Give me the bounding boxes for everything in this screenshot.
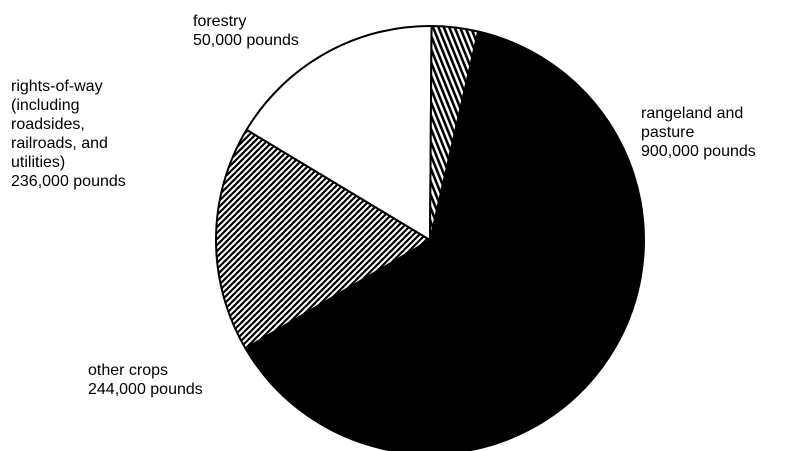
slice-label-line: rights-of-way [11,78,103,95]
slice-value-text: 236,000 pounds [11,173,126,190]
slice-label-forestry: forestry 50,000 pounds [193,12,299,50]
slice-label-line: pasture [641,124,695,141]
slice-label-line: other crops [88,362,169,379]
slice-value-text: 244,000 pounds [88,381,203,398]
pie-slice-1 [215,128,431,350]
slice-label-line: roadsides, [11,116,85,133]
slice-label-line: (including [11,97,80,114]
slice-value-text: 50,000 pounds [193,32,299,49]
slice-label-other-crops: other crops 244,000 pounds [88,361,203,399]
slice-label-rangeland-pasture: rangeland and pasture 900,000 pounds [641,104,756,161]
pie-slice-0 [244,30,645,451]
slice-label-line: utilities) [11,154,66,171]
slice-label-rights-of-way: rights-of-way (including roadsides, rail… [11,77,126,191]
slice-label-line: forestry [193,13,247,30]
pie-slice-3 [429,25,480,241]
slice-value-text: 900,000 pounds [641,143,756,160]
slice-label-line: rangeland and [641,105,744,122]
slice-label-line: railroads, and [11,135,108,152]
pie-slice-2 [245,25,433,241]
